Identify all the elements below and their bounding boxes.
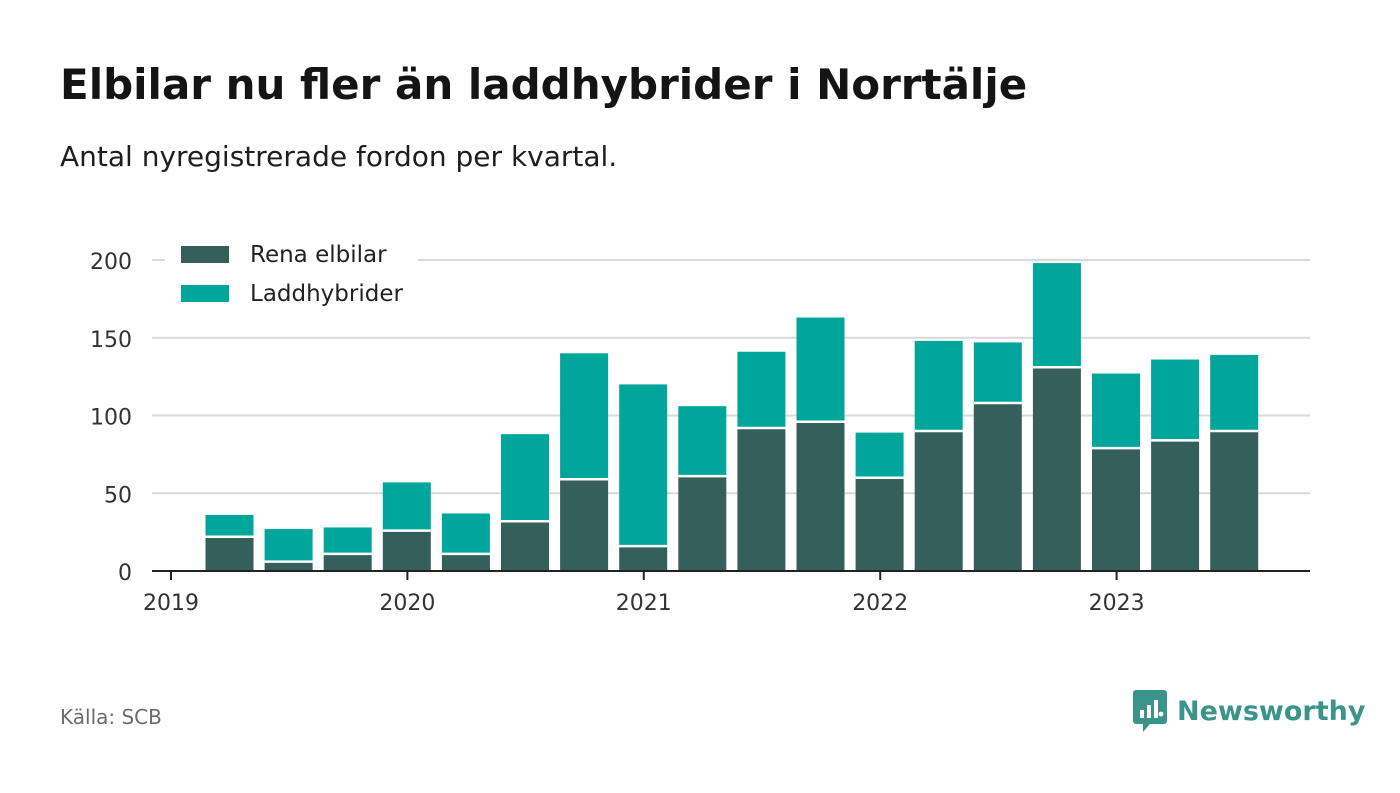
bar-laddhybrider <box>737 351 786 428</box>
bar-laddhybrider <box>619 384 668 547</box>
bar-rena-elbilar <box>382 530 431 571</box>
bar-rena-elbilar <box>501 521 549 571</box>
y-tick-label: 100 <box>90 406 132 431</box>
bar-laddhybrider <box>560 353 609 480</box>
bar-rena-elbilar <box>323 553 372 571</box>
x-tick-label: 2022 <box>852 591 908 616</box>
chart-title: Elbilar nu fler än laddhybrider i Norrtä… <box>60 60 1028 109</box>
legend: Rena elbilar Laddhybrider <box>165 236 418 316</box>
bar-rena-elbilar <box>855 477 904 571</box>
bar-laddhybrider <box>264 529 313 562</box>
bar-rena-elbilar <box>560 479 609 571</box>
newsworthy-logo-icon <box>1133 690 1167 732</box>
bar-rena-elbilar <box>737 427 786 571</box>
bar-laddhybrider <box>973 342 1022 404</box>
bar-rena-elbilar <box>619 546 668 571</box>
bar-rena-elbilar <box>1151 440 1200 571</box>
chart-subtitle: Antal nyregistrerade fordon per kvartal. <box>60 140 618 173</box>
bar-rena-elbilar <box>264 561 313 571</box>
bar-rena-elbilar <box>1092 448 1140 571</box>
legend-label: Rena elbilar <box>250 242 387 268</box>
legend-swatch <box>181 246 229 263</box>
bar-laddhybrider <box>441 513 490 554</box>
bar-rena-elbilar <box>205 536 254 571</box>
y-tick-label: 150 <box>90 328 132 353</box>
bar-laddhybrider <box>382 482 431 531</box>
bar-laddhybrider <box>205 515 254 537</box>
bar-laddhybrider <box>914 340 963 432</box>
bar-rena-elbilar <box>441 553 490 571</box>
x-tick-label: 2021 <box>616 591 672 616</box>
bar-laddhybrider <box>1210 354 1259 432</box>
x-tick-label: 2023 <box>1089 591 1145 616</box>
bar-laddhybrider <box>1151 359 1200 441</box>
bar-laddhybrider <box>1032 263 1081 368</box>
axes: 0 50 100 150 200 2019 2020 2021 2022 2023 <box>90 250 1310 616</box>
bar-laddhybrider <box>796 317 845 422</box>
x-tick-label: 2020 <box>379 591 435 616</box>
bar-laddhybrider <box>501 434 549 522</box>
source-note: Källa: SCB <box>60 705 162 729</box>
y-tick-label: 50 <box>104 483 132 508</box>
bar-rena-elbilar <box>796 421 845 571</box>
brand-name: Newsworthy <box>1177 695 1366 727</box>
bar-rena-elbilar <box>914 431 963 571</box>
y-tick-label: 200 <box>90 250 132 275</box>
bar-rena-elbilar <box>973 403 1022 571</box>
y-tick-label: 0 <box>118 561 132 586</box>
bar-laddhybrider <box>855 432 904 478</box>
bar-rena-elbilar <box>1032 367 1081 571</box>
bar-laddhybrider <box>678 406 727 477</box>
newsworthy-logo: Newsworthy <box>1133 690 1365 732</box>
legend-label: Laddhybrider <box>250 281 403 307</box>
bar-rena-elbilar <box>678 476 727 571</box>
bar-laddhybrider <box>323 527 372 554</box>
bar-rena-elbilar <box>1210 431 1259 571</box>
bars <box>205 263 1259 571</box>
x-tick-label: 2019 <box>143 591 199 616</box>
bar-laddhybrider <box>1092 373 1140 449</box>
legend-swatch <box>181 285 229 302</box>
